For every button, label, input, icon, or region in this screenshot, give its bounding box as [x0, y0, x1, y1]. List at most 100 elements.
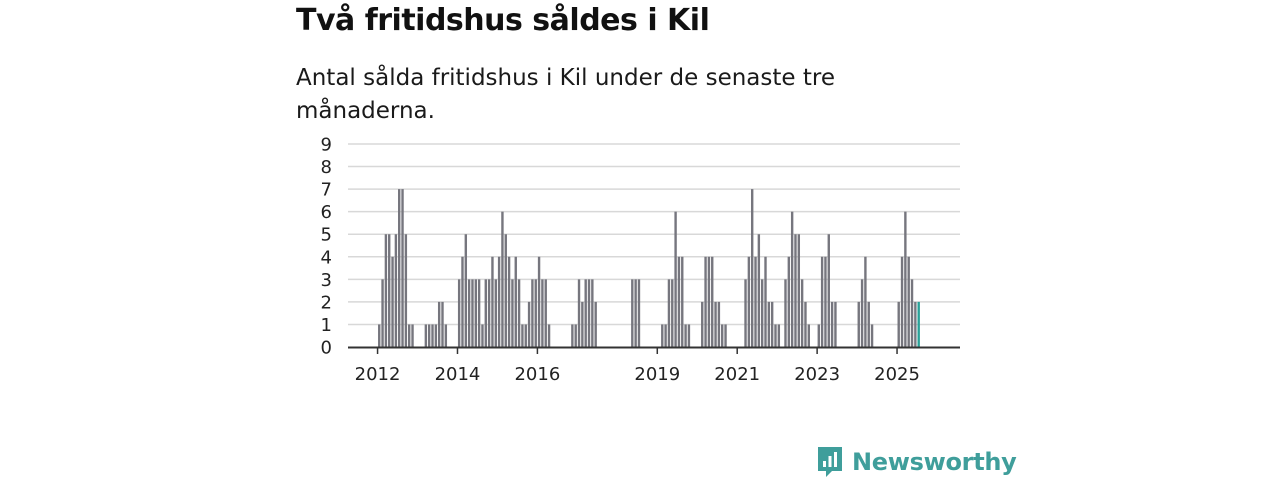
bar — [631, 279, 634, 347]
bar — [464, 234, 468, 347]
x-tick-label: 2023 — [794, 364, 840, 385]
bar — [474, 279, 477, 347]
bar — [544, 279, 547, 347]
bar — [677, 256, 681, 347]
bar — [834, 301, 837, 347]
bar — [750, 189, 754, 347]
y-tick-label: 4 — [321, 247, 332, 268]
bar — [514, 256, 517, 347]
bar — [827, 234, 830, 347]
chart-bars — [378, 189, 920, 347]
bar — [524, 324, 527, 347]
chart-subtitle: Antal sålda fritidshus i Kil under de se… — [296, 65, 835, 124]
bar — [910, 279, 914, 347]
bar — [684, 324, 687, 347]
bar — [770, 301, 774, 347]
bar — [870, 324, 874, 347]
bar — [531, 279, 534, 347]
x-tick-label: 2016 — [514, 364, 560, 385]
x-tick-label: 2021 — [714, 364, 760, 385]
bar — [897, 301, 900, 347]
bar-chart: 012345678920122014201620192021202320252 — [321, 0, 960, 385]
bar — [404, 234, 408, 347]
bar — [724, 324, 727, 347]
bar — [754, 256, 757, 347]
chart-axes — [348, 346, 960, 354]
y-tick-label: 8 — [321, 157, 332, 178]
bar — [587, 279, 591, 347]
y-tick-label: 6 — [321, 202, 332, 223]
chart-gridlines — [348, 143, 960, 326]
bar — [824, 256, 827, 347]
bar — [584, 279, 587, 347]
bar — [707, 256, 711, 347]
bar — [444, 324, 448, 347]
bar — [504, 234, 507, 347]
newsworthy-logo-icon — [818, 447, 842, 477]
x-tick-label: 2025 — [874, 364, 920, 385]
bar — [477, 279, 481, 347]
bar — [774, 324, 777, 347]
y-tick-label: 1 — [321, 315, 332, 336]
bar — [527, 301, 531, 347]
bar — [507, 256, 511, 347]
bar — [501, 211, 504, 347]
bar — [411, 324, 414, 347]
bar — [577, 279, 581, 347]
bar — [794, 234, 797, 347]
bar — [807, 324, 810, 347]
bar — [857, 301, 860, 347]
bar — [441, 301, 444, 347]
bar — [388, 234, 391, 347]
bar — [574, 324, 577, 347]
bar — [534, 279, 537, 347]
bar — [541, 279, 544, 347]
bar — [714, 301, 717, 347]
y-tick-label: 3 — [321, 270, 332, 291]
bar — [900, 256, 904, 347]
y-tick-label: 7 — [321, 180, 332, 201]
bar — [394, 234, 398, 347]
bar — [517, 279, 521, 347]
bar — [457, 279, 461, 347]
bar — [521, 324, 524, 347]
bar — [787, 256, 791, 347]
bar — [664, 324, 667, 347]
bar — [904, 211, 907, 347]
y-tick-label: 2 — [321, 292, 332, 313]
bar — [830, 301, 834, 347]
bar — [637, 279, 641, 347]
bar — [764, 256, 767, 347]
bar — [384, 234, 388, 347]
bar-highlight — [917, 301, 920, 347]
bar — [674, 211, 677, 347]
bar — [721, 324, 724, 347]
newsworthy-brand[interactable]: Newsworthy — [816, 444, 1017, 480]
bar — [398, 189, 401, 347]
bar — [381, 279, 384, 347]
bar — [581, 301, 584, 347]
bar — [800, 279, 804, 347]
bar — [661, 324, 664, 347]
bar — [767, 301, 771, 347]
bar — [667, 279, 671, 347]
bar — [717, 301, 721, 347]
bar — [547, 324, 551, 347]
bar — [804, 301, 807, 347]
bar — [471, 279, 474, 347]
bar — [497, 256, 501, 347]
x-tick-label: 2014 — [435, 364, 481, 385]
bar — [401, 189, 404, 347]
bar — [784, 279, 787, 347]
chart-labels: 012345678920122014201620192021202320252 — [321, 0, 935, 385]
y-tick-label: 9 — [321, 135, 332, 156]
bar-data-label: 2 — [923, 0, 934, 5]
bar — [437, 301, 441, 347]
bar — [757, 234, 761, 347]
bar — [864, 256, 867, 347]
bar — [434, 324, 438, 347]
bar — [744, 279, 747, 347]
bar — [907, 256, 910, 347]
bar — [461, 256, 464, 347]
y-tick-label: 0 — [321, 338, 332, 359]
